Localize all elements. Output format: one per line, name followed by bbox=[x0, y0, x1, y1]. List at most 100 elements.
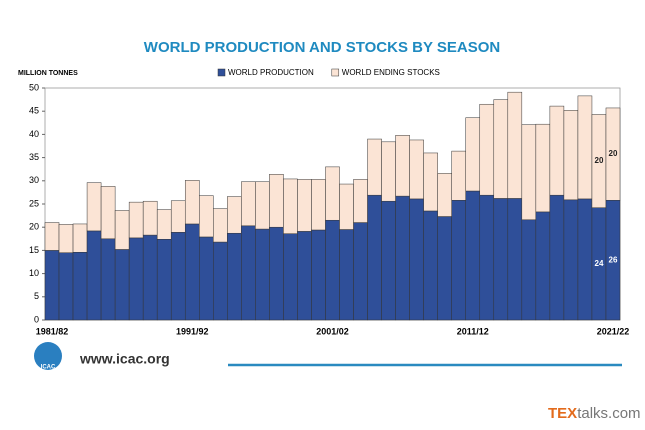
x-tick-label: 2011/12 bbox=[457, 326, 489, 336]
bar-segment bbox=[227, 196, 242, 234]
bar-segment bbox=[577, 198, 593, 321]
y-tick-label: 50 bbox=[29, 82, 39, 92]
bar-segment bbox=[58, 252, 74, 321]
bar-segment bbox=[283, 233, 298, 321]
bar-segment bbox=[339, 229, 354, 321]
bar-segment bbox=[493, 198, 509, 321]
bar-segment bbox=[549, 194, 565, 321]
bar-segment bbox=[72, 252, 88, 321]
bar-segment bbox=[199, 236, 214, 321]
bar-segment bbox=[507, 198, 523, 321]
y-tick-label: 25 bbox=[29, 198, 39, 208]
bar-segment bbox=[142, 200, 158, 236]
y-tick-label: 15 bbox=[29, 245, 39, 255]
y-tick-label: 5 bbox=[34, 291, 39, 301]
bar-segment bbox=[465, 190, 481, 321]
chart-title: WORLD PRODUCTION AND STOCKS BY SEASON bbox=[144, 39, 500, 56]
bar-segment bbox=[353, 222, 368, 321]
value-label: 20 bbox=[595, 156, 604, 165]
y-tick-label: 35 bbox=[29, 152, 39, 162]
bar-segment bbox=[114, 210, 130, 250]
bar-segment bbox=[241, 225, 256, 321]
bar-segment bbox=[353, 179, 368, 223]
bar-segment bbox=[241, 181, 256, 227]
bar-segment bbox=[563, 110, 579, 201]
bar-segment bbox=[156, 209, 172, 240]
bar-segment bbox=[156, 239, 172, 321]
value-label: 24 bbox=[595, 259, 604, 268]
bar-segment bbox=[451, 200, 466, 321]
bar-segment bbox=[465, 117, 481, 192]
bar-segment bbox=[325, 166, 340, 221]
bar-segment bbox=[367, 194, 382, 321]
bar-segment bbox=[325, 219, 340, 321]
bar-segment bbox=[114, 249, 130, 321]
bar-segment bbox=[493, 99, 509, 199]
bar-segment bbox=[367, 138, 382, 196]
bar-segment bbox=[381, 200, 396, 321]
y-tick-label: 40 bbox=[29, 129, 39, 139]
bar-segment bbox=[339, 183, 354, 230]
bar-segment bbox=[170, 200, 186, 233]
bar-segment bbox=[199, 195, 214, 238]
bar-segment bbox=[227, 232, 242, 321]
bar-segment bbox=[409, 198, 424, 321]
watermark-rest: talks.com bbox=[577, 405, 640, 422]
bar-segment bbox=[142, 234, 158, 321]
y-tick-label: 0 bbox=[34, 314, 39, 324]
bar-segment bbox=[451, 150, 466, 201]
bar-segment bbox=[311, 229, 326, 321]
x-tick-label: 1981/82 bbox=[36, 326, 69, 336]
bar-segment bbox=[423, 152, 438, 212]
bar-segment bbox=[437, 216, 452, 321]
bar-segment bbox=[44, 250, 60, 321]
bar-segment bbox=[535, 211, 551, 321]
watermark-tex: TEX bbox=[548, 405, 577, 422]
bar-segment bbox=[395, 135, 410, 197]
bar-segment bbox=[184, 223, 200, 321]
bar-segment bbox=[100, 186, 116, 240]
bar-segment bbox=[128, 201, 144, 239]
value-label: 26 bbox=[609, 255, 618, 264]
bar-segment bbox=[507, 91, 523, 199]
legend-label: WORLD ENDING STOCKS bbox=[342, 68, 440, 77]
bar-segment bbox=[184, 180, 200, 225]
bar-segment bbox=[283, 178, 298, 234]
x-tick-label: 1991/92 bbox=[176, 326, 209, 336]
bar-segment bbox=[549, 105, 565, 196]
watermark: TEXtalks.com bbox=[548, 405, 641, 422]
y-tick-label: 10 bbox=[29, 268, 39, 278]
bar-segment bbox=[170, 232, 186, 321]
bar-segment bbox=[563, 199, 579, 321]
value-label: 20 bbox=[609, 149, 618, 158]
legend-swatch bbox=[331, 68, 340, 77]
bar-segment bbox=[255, 228, 270, 321]
y-tick-label: 20 bbox=[29, 222, 39, 232]
x-tick-label: 2021/22 bbox=[597, 326, 630, 336]
bar-segment bbox=[521, 219, 537, 321]
logo-circle bbox=[34, 342, 62, 370]
bar-segment bbox=[128, 237, 144, 321]
bar-segment bbox=[58, 224, 74, 253]
y-tick-label: 45 bbox=[29, 106, 39, 116]
y-axis-label: MILLION TONNES bbox=[18, 70, 78, 77]
logo-text: ICAC bbox=[41, 365, 56, 371]
x-tick-label: 2001/02 bbox=[316, 326, 349, 336]
y-tick-label: 30 bbox=[29, 175, 39, 185]
bar-segment bbox=[409, 139, 424, 200]
bar-segment bbox=[479, 103, 495, 196]
url: www.icac.org bbox=[79, 351, 170, 367]
bar-segment bbox=[86, 182, 102, 232]
bar-segment bbox=[269, 174, 284, 228]
bar-segment bbox=[213, 208, 228, 243]
bar-segment bbox=[311, 179, 326, 231]
bar-segment bbox=[297, 179, 312, 232]
bar-segment bbox=[395, 195, 410, 321]
bar-segment bbox=[213, 241, 228, 321]
bar-segment bbox=[605, 107, 621, 201]
bar-segment bbox=[381, 141, 396, 202]
bar-segment bbox=[479, 194, 495, 321]
bar-segment bbox=[72, 223, 88, 253]
bar-segment bbox=[44, 222, 60, 251]
